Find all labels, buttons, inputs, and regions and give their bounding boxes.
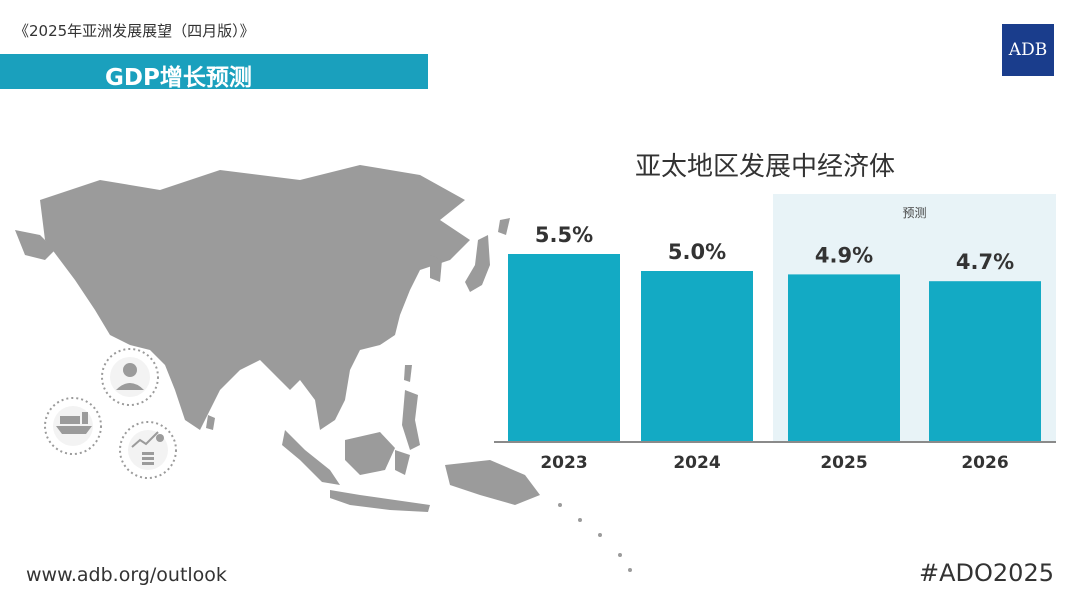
asia-pacific-map <box>15 165 632 572</box>
website-url[interactable]: www.adb.org/outlook <box>26 564 227 586</box>
icon-cluster <box>44 348 177 479</box>
data-label-2026: 4.7% <box>956 250 1014 274</box>
adb-logo: ADB <box>1002 24 1054 76</box>
hashtag: #ADO2025 <box>919 559 1054 587</box>
bar-2024 <box>641 271 753 441</box>
x-tick-label-2026: 2026 <box>961 453 1008 473</box>
data-label-2025: 4.9% <box>815 243 873 267</box>
section-banner: GDP增长预测 <box>0 54 428 91</box>
forecast-label: 预测 <box>902 206 927 220</box>
chart-title: 亚太地区发展中经济体 <box>634 152 895 182</box>
data-label-2024: 5.0% <box>668 240 726 264</box>
bar-2026 <box>929 281 1041 441</box>
publication-title: 《2025年亚洲发展展望（四月版）》 <box>14 22 255 40</box>
growth-coins-icon <box>119 421 177 479</box>
bar-2023 <box>508 254 620 441</box>
data-label-2023: 5.5% <box>535 223 593 247</box>
section-title: GDP增长预测 <box>105 65 252 91</box>
bar-2025 <box>788 274 900 441</box>
x-tick-label-2025: 2025 <box>820 453 867 473</box>
x-tick-label-2023: 2023 <box>540 453 587 473</box>
cargo-ship-icon <box>44 397 102 455</box>
person-icon <box>101 348 159 406</box>
x-tick-label-2024: 2024 <box>673 453 720 473</box>
